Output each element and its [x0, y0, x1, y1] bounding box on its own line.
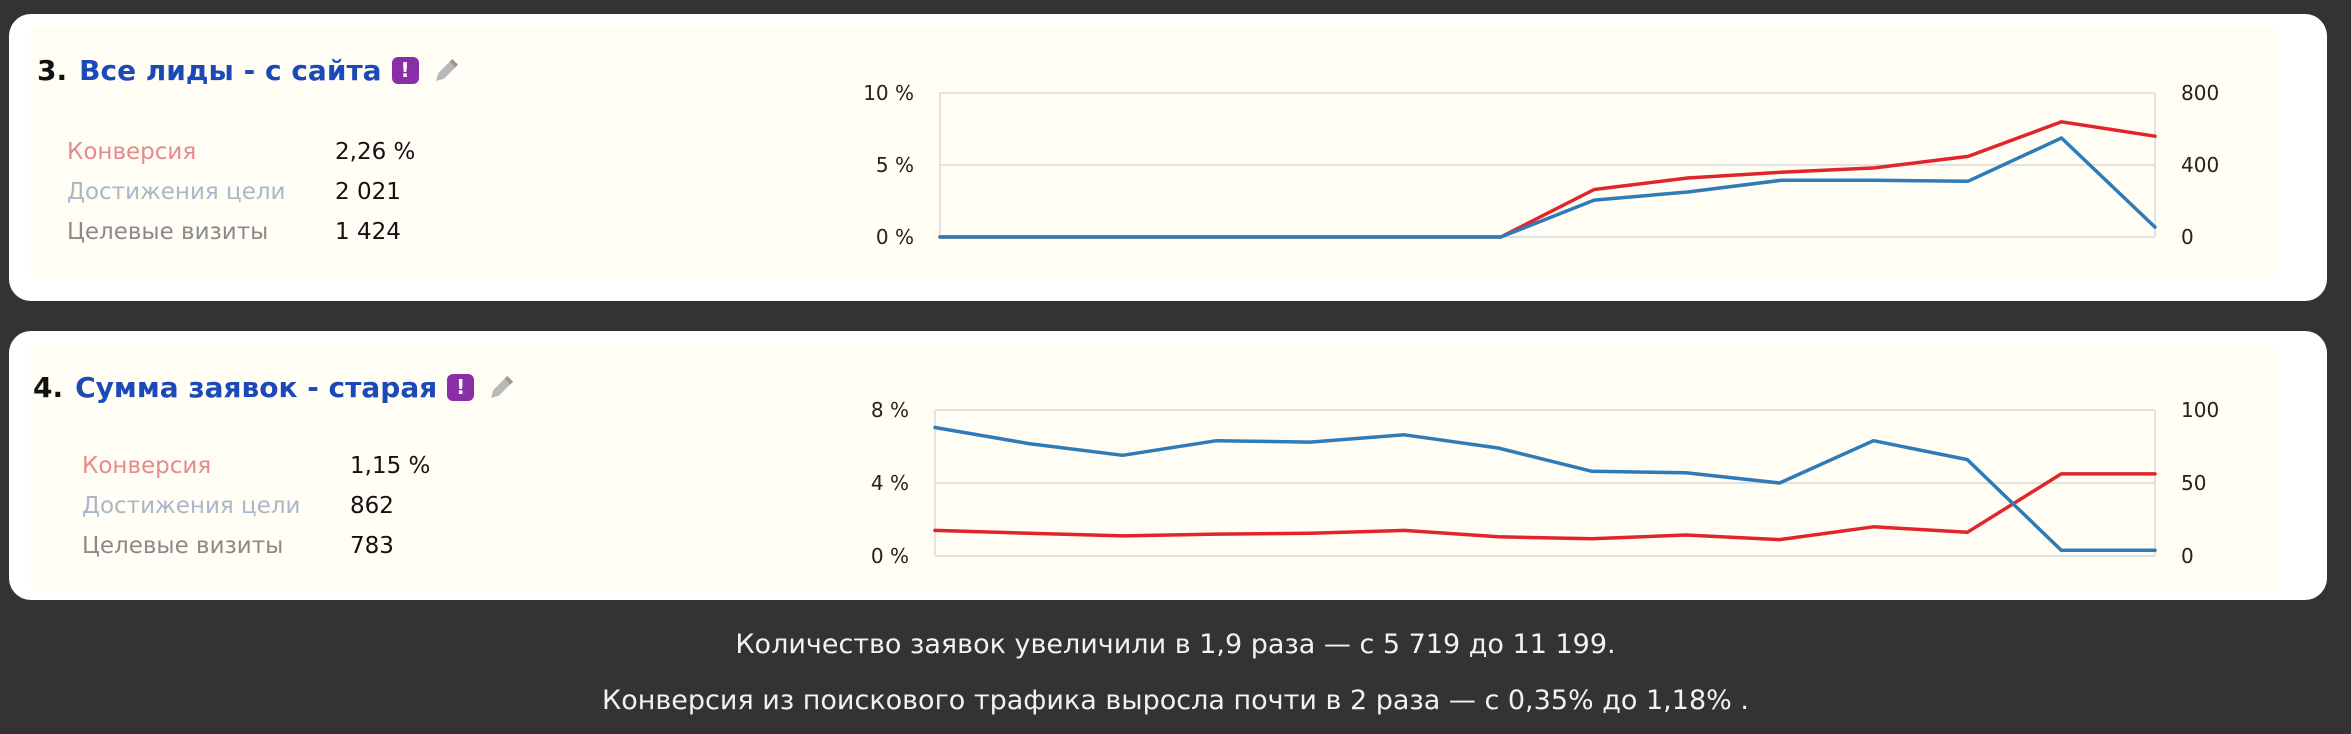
metric-reaches: Достижения цели 862 — [82, 486, 430, 526]
metric-conversion-label: Конверсия — [82, 453, 212, 479]
left-axis-tick-label: 0 % — [876, 225, 914, 249]
metric-reaches-value: 2 021 — [335, 179, 401, 205]
exclamation-badge-icon[interactable]: ! — [447, 374, 475, 401]
metric-reaches: Достижения цели 2 021 — [67, 172, 415, 212]
metric-conversion-value: 2,26 % — [335, 139, 416, 165]
goal-number: 4. — [33, 371, 64, 404]
metric-visits: Целевые визиты 783 — [82, 526, 430, 566]
footer-line-requests: Количество заявок увеличили в 1,9 раза —… — [735, 629, 1616, 660]
goal-chart: 0 % 0 5 % 400 10 % 800 — [863, 81, 2219, 249]
series-line-right-axis — [933, 425, 2157, 552]
footer-line-conversion: Конверсия из поискового трафика выросла … — [602, 685, 1749, 716]
goal-card: 3. Все лиды - с сайта ! Конверсия 2,26 %… — [9, 14, 2327, 301]
goal-number: 3. — [37, 54, 68, 87]
metric-visits-label: Целевые визиты — [82, 533, 284, 559]
goal-metrics: Конверсия 1,15 % Достижения цели 862 Цел… — [82, 446, 430, 566]
metric-visits-value: 783 — [350, 533, 394, 559]
pencil-icon[interactable] — [431, 56, 461, 86]
left-axis-tick-label: 8 % — [871, 398, 909, 422]
goal-name-link[interactable]: Сумма заявок - старая — [75, 371, 438, 404]
metric-conversion: Конверсия 1,15 % — [82, 446, 430, 486]
right-axis-tick-label: 0 — [2181, 544, 2194, 568]
goal-name-link[interactable]: Все лиды - с сайта — [79, 54, 382, 87]
left-axis-tick-label: 0 % — [871, 544, 909, 568]
metric-reaches-label: Достижения цели — [67, 179, 286, 205]
goal-title: 4. Сумма заявок - старая ! — [33, 371, 516, 404]
right-axis-tick-label: 0 — [2181, 225, 2194, 249]
metric-conversion-label: Конверсия — [67, 139, 197, 165]
right-axis-tick-label: 50 — [2181, 471, 2206, 495]
metric-reaches-value: 862 — [350, 493, 394, 519]
goal-card: 4. Сумма заявок - старая ! Конверсия 1,1… — [9, 331, 2327, 600]
right-axis-tick-label: 400 — [2181, 153, 2219, 177]
left-axis-tick-label: 4 % — [871, 471, 909, 495]
goal-chart: 0 % 0 4 % 50 8 % 100 — [871, 398, 2219, 568]
goal-metrics: Конверсия 2,26 % Достижения цели 2 021 Ц… — [67, 132, 415, 252]
series-line-right-axis — [938, 136, 2157, 239]
right-axis-tick-label: 800 — [2181, 81, 2219, 105]
right-axis-tick-label: 100 — [2181, 398, 2219, 422]
series-line-left-axis — [933, 472, 2157, 542]
left-axis-tick-label: 5 % — [876, 153, 914, 177]
goal-card-body — [31, 345, 2279, 590]
metric-conversion-value: 1,15 % — [350, 453, 431, 479]
metric-conversion: Конверсия 2,26 % — [67, 132, 415, 172]
metric-visits-value: 1 424 — [335, 219, 401, 245]
pencil-icon[interactable] — [486, 373, 516, 403]
left-axis-tick-label: 10 % — [863, 81, 914, 105]
metric-reaches-label: Достижения цели — [82, 493, 301, 519]
metric-visits-label: Целевые визиты — [67, 219, 269, 245]
exclamation-badge-icon[interactable]: ! — [391, 57, 419, 84]
goal-title: 3. Все лиды - с сайта ! — [37, 54, 461, 87]
metric-visits: Целевые визиты 1 424 — [67, 212, 415, 252]
